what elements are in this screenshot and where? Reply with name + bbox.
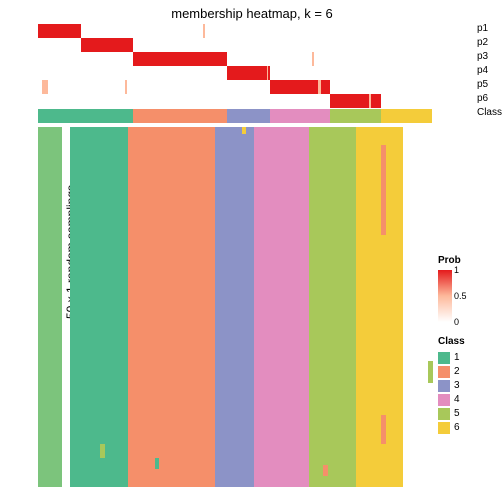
chart-title: membership heatmap, k = 6	[0, 6, 504, 21]
plot-area	[38, 24, 432, 494]
prob-colorbar	[438, 270, 452, 322]
sampling-annotation-bar	[38, 127, 62, 487]
class-label: 6	[454, 422, 460, 433]
row-label: p1	[475, 24, 502, 38]
class-swatch	[438, 352, 450, 364]
membership-row	[38, 52, 432, 66]
consensus-body	[70, 127, 433, 487]
class-legend-item: 1	[438, 351, 500, 364]
class-label: 4	[454, 394, 460, 405]
class-label: 1	[454, 352, 460, 363]
membership-row	[38, 38, 432, 52]
class-legend-item: 2	[438, 365, 500, 378]
prob-legend-title: Prob	[438, 255, 500, 266]
class-label: 3	[454, 380, 460, 391]
class-legend-item: 6	[438, 421, 500, 434]
class-swatch	[438, 380, 450, 392]
class-legend-item: 4	[438, 393, 500, 406]
class-legend: Class 1 2 3 4 5 6	[438, 336, 500, 434]
prob-tick: 0	[454, 317, 459, 327]
class-label: 5	[454, 408, 460, 419]
row-label: Class	[475, 108, 502, 122]
row-label: p3	[475, 52, 502, 66]
row-label: p4	[475, 66, 502, 80]
prob-tick: 1	[454, 265, 459, 275]
membership-row	[38, 94, 432, 108]
class-legend-title: Class	[438, 336, 500, 347]
consensus-heatmap	[38, 127, 432, 487]
row-label: p6	[475, 94, 502, 108]
class-annotation-row	[38, 109, 432, 123]
row-label: p5	[475, 80, 502, 94]
membership-row	[38, 24, 432, 38]
membership-heatmap-rows	[38, 24, 432, 108]
class-legend-item: 5	[438, 407, 500, 420]
class-swatch	[438, 422, 450, 434]
legend: Prob 1 0.5 0 Class 1 2 3 4 5 6	[438, 255, 500, 435]
class-label: 2	[454, 366, 460, 377]
row-label: p2	[475, 38, 502, 52]
class-swatch	[438, 408, 450, 420]
prob-tick: 0.5	[454, 291, 467, 301]
membership-row	[38, 80, 432, 94]
membership-row	[38, 66, 432, 80]
class-legend-item: 3	[438, 379, 500, 392]
membership-row-labels: p1p2p3p4p5p6Class	[475, 24, 502, 122]
class-swatch	[438, 366, 450, 378]
class-swatch	[438, 394, 450, 406]
